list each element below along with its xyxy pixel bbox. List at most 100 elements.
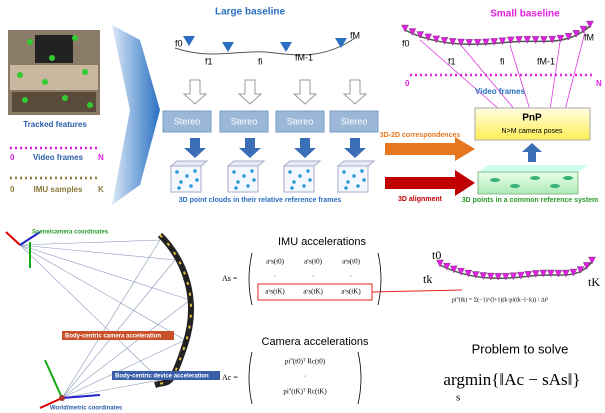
camera <box>579 25 588 34</box>
camera <box>450 265 458 274</box>
red-arrow <box>385 170 475 196</box>
cameras <box>183 36 347 52</box>
label: World/metric coordinates <box>50 406 123 412</box>
camera <box>531 36 540 44</box>
point <box>252 178 256 182</box>
brackets <box>248 351 362 405</box>
matrix-entry: · <box>274 273 276 281</box>
label: N <box>98 153 104 162</box>
label: Body-centric device acceleration <box>115 374 209 380</box>
label: IMU samples <box>34 185 83 194</box>
title: Small baseline <box>490 9 560 20</box>
label: As = <box>222 274 238 283</box>
pnp-box <box>474 107 591 141</box>
camera <box>588 256 596 265</box>
label: tk <box>423 272 432 286</box>
point <box>179 180 183 184</box>
camera <box>490 38 498 46</box>
matrix-entry: aᶻs(t0) <box>342 258 361 266</box>
camera <box>457 38 465 47</box>
point <box>346 180 350 184</box>
brackets <box>248 252 382 306</box>
point <box>250 169 254 173</box>
camera <box>554 269 563 278</box>
point <box>236 180 240 184</box>
frame-label: fM <box>584 32 594 42</box>
camera <box>523 36 532 44</box>
frame-label: fM-1 <box>537 56 555 66</box>
camera <box>465 39 474 47</box>
label: tK <box>588 275 600 289</box>
big-arrow <box>112 25 160 205</box>
stereo-box <box>219 110 269 133</box>
point <box>189 184 193 188</box>
matrix-entry: · <box>312 273 314 281</box>
camera <box>586 20 594 29</box>
point <box>306 169 310 173</box>
label-bg <box>62 331 174 340</box>
matrix-entry: pi''(t0)ᵀ Rc(t0) <box>285 358 326 366</box>
camera <box>539 269 548 278</box>
green-box <box>477 165 588 195</box>
label: K <box>98 185 104 194</box>
matrix-entry: aˣs(tK) <box>265 288 285 296</box>
label: 3D points in a common reference system <box>462 197 599 204</box>
label: N <box>596 79 602 88</box>
stereo-label: Stereo <box>341 116 368 126</box>
connector <box>371 289 463 293</box>
label: Video frames <box>33 153 84 162</box>
point <box>234 186 238 190</box>
point <box>177 186 181 190</box>
camera <box>515 36 523 44</box>
label: 3D alignment <box>398 196 443 203</box>
matrix-entry: · <box>304 373 306 381</box>
point <box>352 174 356 178</box>
camera <box>436 259 444 268</box>
matrix-entry: aʸs(t0) <box>304 258 323 266</box>
camera <box>562 269 570 278</box>
label: IMU accelerations <box>278 236 367 248</box>
formula: pi''(tk) = Σ(−1)^(l+1)(k·pi(tk−l−k)) / Δ… <box>452 296 549 303</box>
filled-arrows <box>184 138 366 158</box>
frame-label: fi <box>258 56 263 66</box>
camera <box>547 269 555 278</box>
frame-label: f0 <box>402 38 410 48</box>
camera <box>432 35 441 44</box>
camera <box>473 39 482 47</box>
camera <box>464 269 473 278</box>
frame-label: fM-1 <box>295 52 313 62</box>
camera <box>517 271 525 280</box>
point <box>193 169 197 173</box>
point <box>288 170 292 174</box>
camera <box>532 270 540 278</box>
label: Ac = <box>222 373 238 382</box>
point <box>344 186 348 190</box>
camera <box>556 34 565 43</box>
label-bg <box>112 371 220 380</box>
camera <box>471 271 480 279</box>
stereo-box <box>329 110 379 133</box>
label: Camera accelerations <box>262 336 369 348</box>
point <box>195 178 199 182</box>
camera <box>448 38 457 46</box>
stereo-label: Stereo <box>174 116 201 126</box>
camera <box>482 38 490 47</box>
formula: s <box>456 392 460 404</box>
up-arrow <box>522 143 542 162</box>
camera <box>572 30 580 38</box>
open-arrows <box>182 79 368 105</box>
label: Video frames <box>475 87 526 96</box>
label: 0 <box>10 185 15 194</box>
camera <box>569 268 578 277</box>
photo <box>8 30 100 115</box>
title: Large baseline <box>215 7 285 18</box>
point <box>185 174 189 178</box>
camera-rig <box>5 231 194 409</box>
cube-top <box>336 160 376 167</box>
camera <box>540 36 548 44</box>
frame-label: fM <box>350 30 360 40</box>
frame-label: f1 <box>205 56 213 66</box>
point <box>232 170 236 174</box>
camera <box>443 263 451 271</box>
